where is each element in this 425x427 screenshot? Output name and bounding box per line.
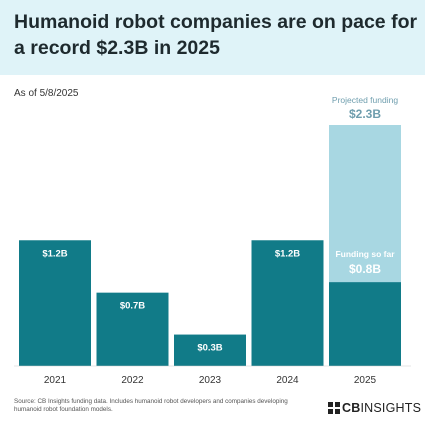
page-title: Humanoid robot companies are on pace for… [14, 11, 418, 59]
projected-value-label: $2.3B [349, 107, 381, 121]
logo-cb: CB [342, 401, 361, 415]
header-band: Humanoid robot companies are on pace for… [0, 0, 425, 75]
x-tick-2025: 2025 [354, 375, 377, 386]
data-label-2022: $0.7B [120, 301, 145, 312]
cb-insights-logo: CBINSIGHTS [328, 401, 421, 415]
bar-2023 [174, 334, 246, 366]
logo-insights: INSIGHTS [360, 401, 422, 415]
data-label-2024: $1.2B [275, 248, 300, 259]
bar-2021 [19, 240, 91, 366]
data-label-2025: $0.8B [349, 262, 381, 276]
x-tick-2023: 2023 [199, 375, 222, 386]
data-label-2021: $1.2B [42, 248, 67, 259]
x-tick-2024: 2024 [276, 375, 299, 386]
bar-2022 [96, 292, 169, 366]
x-tick-2022: 2022 [121, 375, 144, 386]
bar-2024 [251, 240, 324, 366]
data-label-2023: $0.3B [197, 343, 222, 354]
source-note: Source: CB Insights funding data. Includ… [14, 398, 288, 413]
as-of-date: As of 5/8/2025 [14, 88, 79, 99]
funding-so-far-label: Funding so far [335, 249, 395, 259]
bar-2025 [329, 282, 401, 366]
x-tick-2021: 2021 [44, 375, 67, 386]
projected-funding-label: Projected funding [332, 95, 398, 105]
cb-insights-logo-icon [328, 402, 340, 414]
